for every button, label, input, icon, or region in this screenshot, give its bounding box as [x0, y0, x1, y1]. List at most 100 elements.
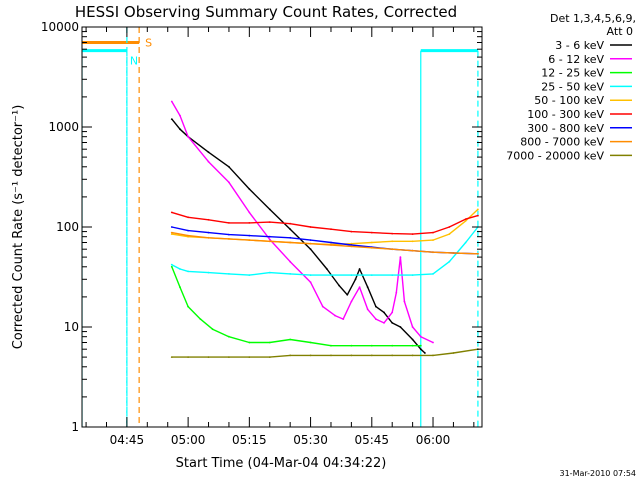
series-point [207, 151, 210, 154]
series-point [411, 326, 414, 328]
series-point [477, 208, 479, 211]
series-point [207, 236, 210, 239]
series-point [399, 256, 402, 258]
series-point [370, 246, 373, 249]
series-point [448, 233, 451, 236]
series-point [354, 278, 357, 281]
series-point [268, 235, 271, 238]
series-point [370, 354, 373, 357]
series-point [350, 244, 353, 246]
y-tick-label: 1 [71, 420, 79, 434]
series-point [391, 232, 394, 235]
legend-label-7: 800 - 7000 keV [520, 136, 604, 149]
series-line-5 [171, 211, 479, 235]
y-tick-label: 100 [56, 220, 79, 234]
series-point [179, 114, 181, 117]
series-point [432, 273, 434, 275]
series-point [464, 241, 467, 244]
series-point [248, 341, 251, 344]
series-point [432, 251, 434, 254]
series-point [452, 252, 455, 254]
series-point [350, 230, 353, 233]
series-point [411, 354, 414, 357]
series-point [477, 252, 479, 255]
series-point [170, 211, 173, 214]
x-tick-label: 05:15 [232, 433, 267, 447]
series-layer [170, 100, 479, 358]
series-point [228, 356, 230, 358]
series-point [370, 344, 373, 347]
legend-label-6: 300 - 800 keV [527, 122, 604, 135]
footer-timestamp: 31-Mar-2010 07:54 [560, 469, 637, 478]
series-point [228, 181, 230, 184]
legend-label-8: 7000 - 20000 keV [506, 149, 604, 162]
series-point [330, 354, 332, 357]
series-point [403, 300, 406, 303]
series-point [211, 328, 214, 331]
series-point [248, 211, 251, 214]
series-point [419, 348, 422, 351]
series-point [268, 208, 271, 211]
series-point [350, 344, 353, 347]
series-line-4 [171, 208, 479, 246]
series-point [248, 356, 251, 358]
series-point [248, 188, 251, 190]
series-point [411, 233, 414, 236]
series-point [391, 240, 394, 243]
series-point [170, 265, 173, 268]
y-axis-label: Corrected Count Rate (s⁻¹ detector⁻¹) [11, 105, 26, 350]
series-point [391, 311, 394, 314]
y-axis: 1 10 100 1000 10000 [41, 20, 482, 434]
series-line-0 [171, 118, 426, 354]
series-point [170, 100, 173, 103]
y-tick-label: 1000 [48, 120, 79, 134]
series-point [309, 354, 312, 357]
series-point [366, 308, 369, 311]
series-point [187, 356, 190, 358]
overlay-label: N [130, 55, 138, 68]
series-point [350, 242, 353, 245]
series-point [170, 231, 173, 234]
series-point [330, 241, 332, 244]
plot-frame [81, 26, 483, 428]
series-point [452, 352, 455, 354]
series-point [370, 231, 373, 234]
series-point [330, 344, 332, 347]
series-point [342, 318, 345, 320]
series-point [187, 229, 190, 232]
series-point [199, 318, 202, 320]
series-point [228, 238, 230, 240]
series-line-1 [171, 101, 434, 344]
series-point [370, 274, 373, 276]
series-point [289, 228, 292, 231]
series-point [248, 274, 251, 276]
series-point [411, 344, 414, 347]
series-point [419, 344, 422, 347]
legend-label-1: 6 - 12 keV [548, 53, 604, 66]
series-point [464, 220, 467, 222]
series-point [309, 341, 312, 344]
y-tick-label: 10000 [41, 20, 79, 34]
series-point [346, 293, 349, 296]
series-point [432, 231, 434, 234]
series-point [411, 249, 414, 252]
series-point [170, 118, 173, 120]
series-point [330, 228, 332, 231]
x-axis-label: Start Time (04-Mar-04 04:34:22) [176, 456, 387, 471]
series-point [309, 226, 312, 228]
x-tick-label: 05:00 [171, 433, 206, 447]
series-point [375, 305, 377, 308]
series-point [187, 305, 190, 308]
series-point [170, 233, 173, 236]
series-point [289, 260, 292, 263]
legend-label-0: 3 - 6 keV [555, 39, 604, 52]
series-point [248, 234, 251, 237]
series-point [207, 160, 210, 163]
series-point [419, 335, 422, 338]
legend-label-3: 25 - 50 keV [541, 80, 604, 93]
series-point [228, 273, 230, 275]
series-point [370, 241, 373, 244]
series-point [338, 284, 340, 287]
series-point [477, 214, 479, 217]
